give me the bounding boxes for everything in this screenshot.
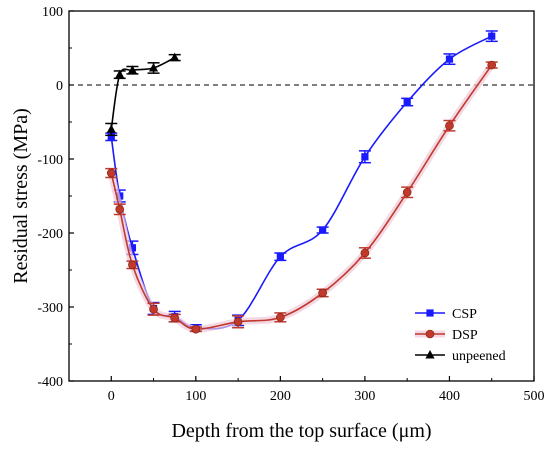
data-point	[128, 260, 137, 270]
data-point	[319, 226, 327, 234]
data-point	[360, 248, 370, 258]
data-point	[127, 65, 138, 74]
data-point	[445, 121, 454, 130]
x-tick-label: 300	[354, 389, 375, 404]
y-tick-label: -400	[37, 375, 63, 390]
x-tick-label: 0	[108, 389, 115, 404]
data-point	[148, 62, 159, 72]
tick-layer: 0 100 200 300 400 500 100 0 -100 -200 -300 -400	[37, 5, 544, 404]
series-dsp	[105, 60, 498, 334]
legend-label: unpeened	[452, 349, 506, 364]
data-point	[170, 52, 180, 62]
legend-item-dsp: DSP	[415, 328, 478, 343]
legend-marker	[425, 329, 435, 339]
data-point	[191, 324, 201, 334]
y-tick-label: -200	[37, 227, 63, 242]
data-point	[115, 205, 125, 214]
data-point	[106, 168, 116, 178]
data-point	[403, 98, 411, 106]
y-tick-label: -300	[37, 301, 63, 316]
data-point	[128, 244, 137, 252]
data-point	[149, 304, 158, 314]
data-point	[402, 188, 412, 197]
data-point	[445, 55, 454, 63]
x-tick-label: 400	[439, 389, 460, 404]
data-point	[318, 288, 327, 298]
data-point	[276, 313, 285, 322]
legend-marker	[425, 350, 435, 359]
data-point	[107, 133, 115, 141]
series-layer	[105, 30, 498, 334]
legend-item-unpeened: unpeened	[415, 349, 506, 364]
series-unpeened	[105, 52, 181, 137]
data-point	[170, 313, 179, 323]
data-point	[361, 153, 369, 161]
y-axis-title: Residual stress (MPa)	[10, 108, 32, 284]
legend-marker	[426, 309, 434, 317]
data-point	[115, 69, 125, 79]
data-point	[233, 317, 243, 327]
x-axis-title: Depth from the top surface (μm)	[171, 420, 431, 442]
data-point	[106, 124, 116, 133]
y-tick-label: -100	[37, 153, 63, 168]
y-tick-label: 100	[42, 5, 63, 20]
data-point	[488, 32, 496, 40]
x-tick-label: 100	[185, 389, 206, 404]
data-point	[487, 60, 497, 70]
legend-item-csp: CSP	[415, 307, 477, 322]
x-tick-label: 200	[270, 389, 291, 404]
legend-label: DSP	[452, 328, 478, 343]
x-tick-label: 500	[524, 389, 545, 404]
legend: CSP DSP unpeened	[415, 307, 506, 364]
y-tick-label: 0	[56, 79, 63, 94]
legend-label: CSP	[452, 307, 477, 322]
data-point	[276, 253, 284, 261]
